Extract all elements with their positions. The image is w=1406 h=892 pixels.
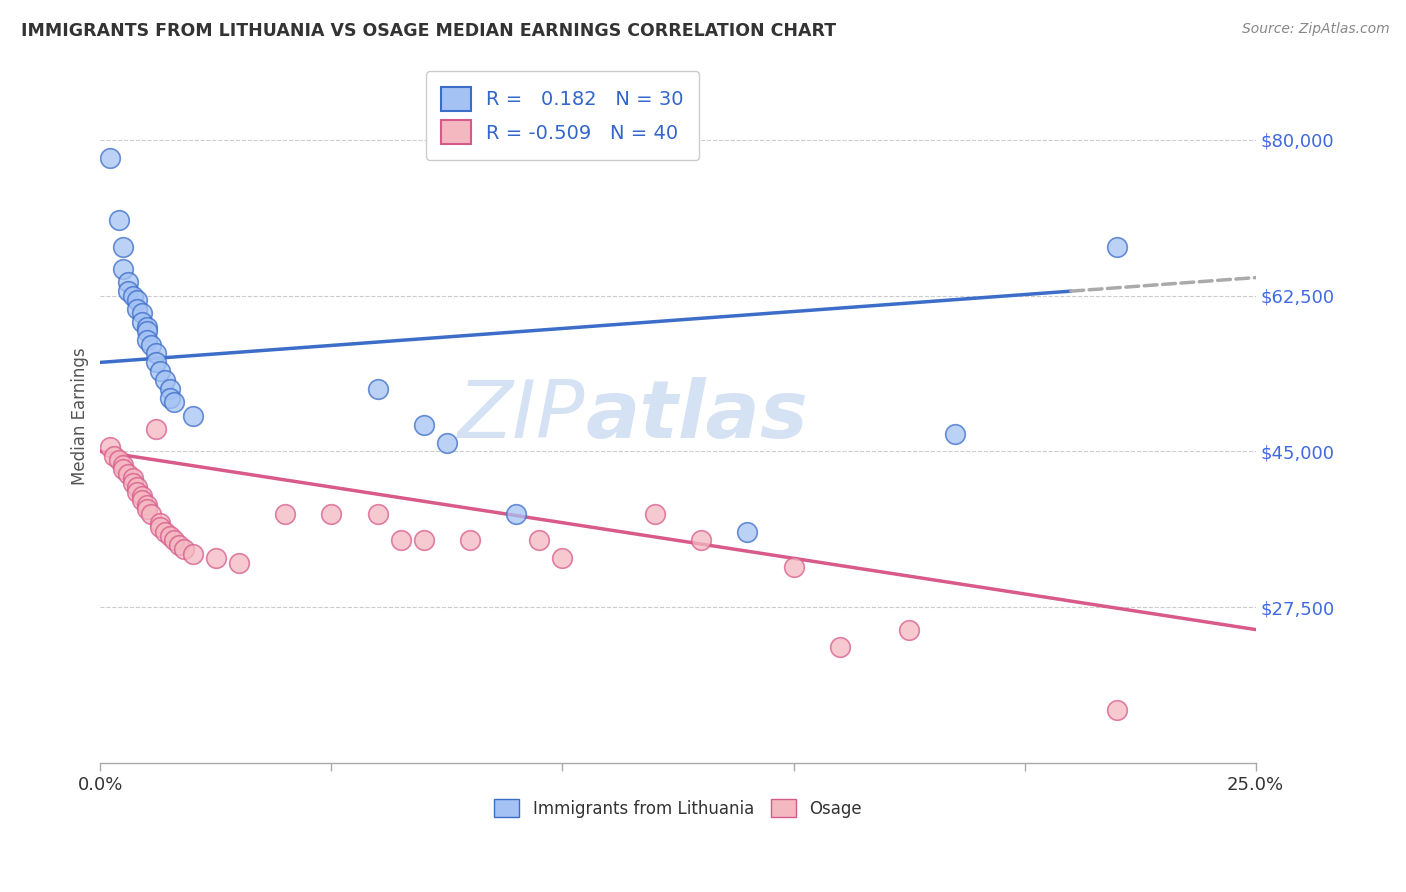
Point — [135, 333, 157, 347]
Point — [112, 261, 135, 276]
Point — [108, 213, 131, 227]
Point — [131, 306, 153, 320]
Point — [321, 507, 343, 521]
Point — [117, 275, 139, 289]
Point — [141, 337, 163, 351]
Point — [135, 502, 157, 516]
Point — [367, 382, 389, 396]
Point — [505, 507, 527, 521]
Point — [108, 453, 131, 467]
Point — [117, 467, 139, 481]
Text: atlas: atlas — [585, 376, 808, 455]
Point — [163, 533, 186, 548]
Text: ZIP: ZIP — [458, 376, 585, 455]
Point — [458, 533, 481, 548]
Point — [159, 529, 181, 543]
Point — [98, 151, 121, 165]
Point — [98, 440, 121, 454]
Point — [389, 533, 412, 548]
Point — [149, 364, 172, 378]
Point — [131, 493, 153, 508]
Point — [529, 533, 551, 548]
Point — [737, 524, 759, 539]
Point — [943, 426, 966, 441]
Point — [159, 382, 181, 396]
Point — [112, 462, 135, 476]
Point — [782, 560, 804, 574]
Point — [127, 480, 149, 494]
Point — [145, 355, 167, 369]
Point — [135, 319, 157, 334]
Point — [228, 556, 250, 570]
Point — [145, 422, 167, 436]
Point — [121, 475, 143, 490]
Point — [412, 417, 434, 432]
Point — [1105, 239, 1128, 253]
Point — [135, 498, 157, 512]
Point — [898, 623, 921, 637]
Point — [153, 373, 176, 387]
Legend: Immigrants from Lithuania, Osage: Immigrants from Lithuania, Osage — [488, 793, 869, 824]
Point — [135, 324, 157, 338]
Point — [145, 346, 167, 360]
Point — [131, 489, 153, 503]
Point — [181, 547, 204, 561]
Point — [367, 507, 389, 521]
Point — [149, 520, 172, 534]
Point — [551, 551, 574, 566]
Point — [117, 284, 139, 298]
Point — [103, 449, 125, 463]
Point — [131, 315, 153, 329]
Point — [828, 640, 851, 655]
Text: IMMIGRANTS FROM LITHUANIA VS OSAGE MEDIAN EARNINGS CORRELATION CHART: IMMIGRANTS FROM LITHUANIA VS OSAGE MEDIA… — [21, 22, 837, 40]
Point — [690, 533, 713, 548]
Point — [127, 484, 149, 499]
Point — [127, 301, 149, 316]
Text: Source: ZipAtlas.com: Source: ZipAtlas.com — [1241, 22, 1389, 37]
Point — [159, 391, 181, 405]
Point — [412, 533, 434, 548]
Point — [112, 239, 135, 253]
Point — [181, 409, 204, 423]
Point — [173, 542, 195, 557]
Y-axis label: Median Earnings: Median Earnings — [72, 347, 89, 484]
Point — [127, 293, 149, 307]
Point — [153, 524, 176, 539]
Point — [274, 507, 297, 521]
Point — [167, 538, 190, 552]
Point — [644, 507, 666, 521]
Point — [205, 551, 228, 566]
Point — [121, 288, 143, 302]
Point — [112, 458, 135, 472]
Point — [436, 435, 458, 450]
Point — [1105, 703, 1128, 717]
Point — [121, 471, 143, 485]
Point — [149, 516, 172, 530]
Point — [141, 507, 163, 521]
Point — [163, 395, 186, 409]
